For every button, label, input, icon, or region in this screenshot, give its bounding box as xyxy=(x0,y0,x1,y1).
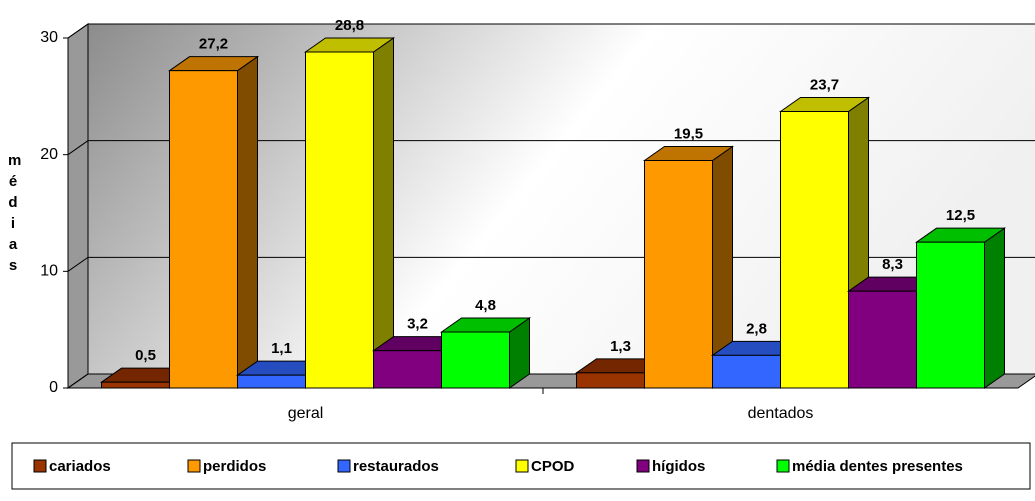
bar xyxy=(237,374,306,389)
legend-swatch xyxy=(636,459,650,473)
legend-swatch xyxy=(776,459,790,473)
value-label: 1,3 xyxy=(610,338,631,355)
bar xyxy=(712,354,781,389)
bar xyxy=(101,381,170,389)
legend-label: média dentes presentes xyxy=(792,458,963,475)
grid-line xyxy=(67,23,1035,39)
bar xyxy=(780,111,849,389)
value-label: 3,2 xyxy=(407,316,428,333)
y-tick-label: 20 xyxy=(40,146,58,163)
legend-label: perdidos xyxy=(203,458,266,475)
legend-swatch xyxy=(515,459,529,473)
bar xyxy=(169,70,238,389)
y-axis-label: médias xyxy=(8,152,22,274)
value-label: 27,2 xyxy=(199,36,228,53)
value-label: 1,1 xyxy=(271,340,292,357)
grid-line xyxy=(67,140,1035,156)
legend-label: restaurados xyxy=(353,458,439,475)
bar xyxy=(644,160,713,389)
bar xyxy=(848,290,917,389)
value-label: 12,5 xyxy=(946,207,975,224)
y-tick-label: 30 xyxy=(40,29,58,46)
legend-label: cariados xyxy=(49,458,111,475)
value-label: 19,5 xyxy=(674,125,703,142)
bar-side xyxy=(373,37,394,389)
value-label: 28,8 xyxy=(335,17,364,34)
legend-swatch xyxy=(187,459,201,473)
bar xyxy=(916,241,985,389)
value-label: 0,5 xyxy=(135,347,156,364)
x-tick-label: dentados xyxy=(748,405,814,422)
legend-swatch xyxy=(337,459,351,473)
y-tick-label: 0 xyxy=(49,379,58,396)
bar xyxy=(305,51,374,389)
legend-label: CPOD xyxy=(531,458,575,475)
side-wall xyxy=(67,23,89,389)
bar-side xyxy=(237,55,258,389)
legend-label: hígidos xyxy=(652,458,705,475)
legend-swatch xyxy=(33,459,47,473)
value-label: 23,7 xyxy=(810,76,839,93)
bar xyxy=(576,372,645,389)
value-label: 8,3 xyxy=(882,256,903,273)
bar xyxy=(373,350,442,389)
value-label: 2,8 xyxy=(746,320,767,337)
x-tick-label: geral xyxy=(288,405,324,422)
bar xyxy=(441,331,510,389)
value-label: 4,8 xyxy=(475,297,496,314)
y-tick-label: 10 xyxy=(40,263,58,280)
bar-side xyxy=(984,227,1005,389)
